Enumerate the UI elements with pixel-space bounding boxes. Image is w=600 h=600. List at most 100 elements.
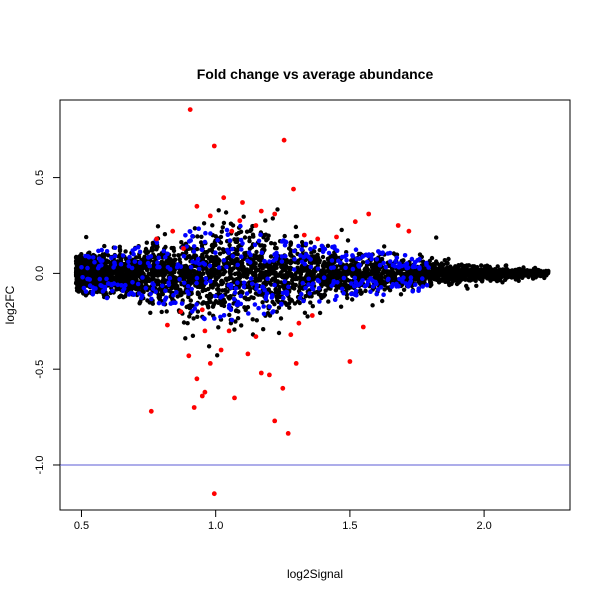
data-point-black bbox=[360, 270, 365, 276]
data-point-blue bbox=[203, 230, 208, 236]
data-point-blue bbox=[369, 256, 375, 262]
data-point-blue bbox=[291, 267, 297, 272]
data-point-blue bbox=[331, 265, 337, 270]
data-point-red bbox=[170, 228, 176, 234]
data-point-black bbox=[83, 293, 89, 298]
data-point-blue bbox=[420, 284, 426, 289]
data-point-black bbox=[182, 270, 187, 275]
data-point-black bbox=[447, 282, 452, 288]
data-point-blue bbox=[221, 258, 227, 263]
data-point-black bbox=[216, 246, 222, 251]
data-point-red bbox=[181, 246, 186, 251]
data-point-blue bbox=[257, 289, 262, 295]
data-point-blue bbox=[394, 255, 400, 261]
data-point-blue bbox=[155, 260, 160, 265]
data-point-black bbox=[334, 268, 339, 273]
data-point-blue bbox=[132, 259, 138, 264]
data-point-blue bbox=[240, 241, 245, 246]
data-point-blue bbox=[321, 275, 327, 281]
data-point-blue bbox=[362, 284, 368, 289]
data-point-black bbox=[446, 256, 451, 262]
data-point-black bbox=[359, 290, 364, 295]
data-point-black bbox=[274, 246, 279, 251]
data-point-black bbox=[344, 285, 349, 291]
data-point-blue bbox=[120, 288, 126, 294]
data-point-blue bbox=[279, 254, 285, 259]
data-point-blue bbox=[235, 280, 240, 286]
data-point-black bbox=[499, 269, 504, 275]
data-point-red bbox=[352, 219, 358, 225]
data-point-black bbox=[500, 280, 505, 285]
data-point-blue bbox=[342, 254, 348, 259]
data-point-black bbox=[137, 301, 142, 306]
data-point-blue bbox=[199, 247, 205, 253]
data-point-black bbox=[116, 278, 121, 284]
data-point-black bbox=[115, 259, 121, 264]
data-point-black bbox=[173, 257, 178, 262]
data-point-blue bbox=[191, 249, 197, 254]
data-point-blue bbox=[307, 291, 313, 296]
data-point-blue bbox=[213, 250, 218, 255]
data-point-blue bbox=[181, 280, 187, 286]
data-point-blue bbox=[202, 239, 208, 245]
data-point-red bbox=[221, 195, 227, 201]
data-point-black bbox=[516, 275, 521, 280]
data-point-black bbox=[242, 235, 248, 240]
data-point-black bbox=[474, 283, 479, 288]
data-point-blue bbox=[85, 265, 90, 271]
data-point-black bbox=[401, 287, 407, 292]
data-point-black bbox=[192, 226, 198, 231]
data-point-blue bbox=[112, 245, 118, 251]
data-point-blue bbox=[334, 248, 340, 253]
data-point-red bbox=[301, 232, 307, 238]
data-point-blue bbox=[308, 246, 313, 252]
data-point-blue bbox=[80, 275, 85, 280]
data-point-black bbox=[282, 233, 287, 239]
data-point-blue bbox=[349, 281, 354, 286]
data-point-blue bbox=[426, 265, 431, 270]
data-point-blue bbox=[279, 259, 285, 264]
data-point-black bbox=[126, 281, 132, 286]
data-point-black bbox=[261, 327, 266, 332]
data-point-red bbox=[293, 361, 299, 366]
data-point-blue bbox=[190, 233, 195, 239]
data-point-blue bbox=[174, 290, 179, 295]
data-point-black bbox=[310, 304, 315, 309]
data-point-blue bbox=[203, 276, 209, 281]
data-point-black bbox=[221, 303, 227, 309]
data-point-black bbox=[161, 278, 166, 283]
data-point-black bbox=[276, 330, 282, 336]
data-point-black bbox=[322, 292, 328, 298]
data-point-black bbox=[253, 269, 258, 275]
data-point-black bbox=[275, 207, 280, 212]
data-point-black bbox=[249, 227, 254, 232]
data-point-black bbox=[254, 249, 259, 255]
data-point-red bbox=[237, 218, 243, 224]
data-point-red bbox=[226, 328, 232, 334]
data-point-black bbox=[123, 249, 128, 254]
data-point-blue bbox=[296, 243, 301, 249]
data-point-black bbox=[292, 301, 298, 306]
data-point-black bbox=[171, 253, 177, 258]
data-point-blue bbox=[247, 260, 253, 265]
data-point-blue bbox=[381, 292, 386, 298]
data-point-black bbox=[187, 279, 192, 284]
data-point-black bbox=[281, 273, 286, 278]
data-point-blue bbox=[344, 257, 349, 263]
data-point-black bbox=[478, 267, 484, 272]
data-point-blue bbox=[388, 259, 393, 264]
data-point-black bbox=[199, 234, 204, 239]
data-point-black bbox=[331, 274, 336, 280]
data-point-black bbox=[272, 263, 278, 268]
data-point-red bbox=[395, 223, 401, 228]
data-point-black bbox=[228, 295, 233, 300]
data-point-black bbox=[368, 262, 373, 267]
data-point-blue bbox=[254, 286, 259, 291]
data-point-black bbox=[164, 259, 169, 264]
data-point-blue bbox=[83, 253, 88, 259]
data-point-blue bbox=[383, 265, 389, 270]
data-point-blue bbox=[90, 255, 96, 260]
data-point-black bbox=[197, 295, 203, 300]
data-point-black bbox=[311, 276, 317, 281]
data-point-black bbox=[260, 266, 265, 271]
